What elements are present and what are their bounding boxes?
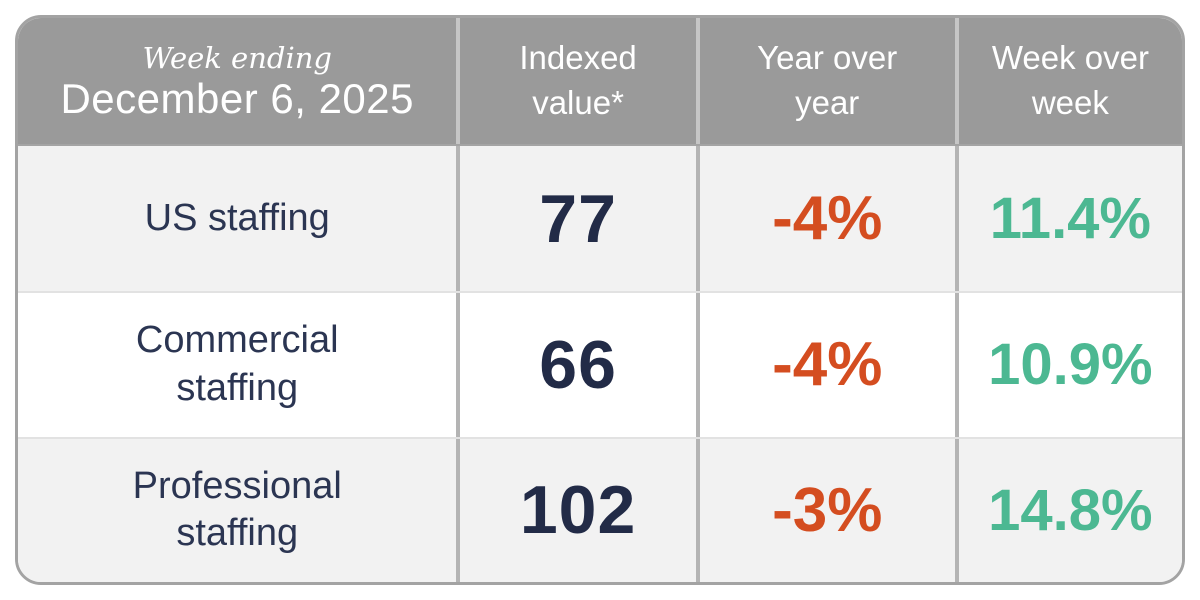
indexed-value: 77: [539, 180, 617, 257]
column-header-year-over-year: Year over year: [757, 39, 898, 121]
table-header-row: Week ending December 6, 2025 Indexed val…: [18, 18, 1182, 146]
header-cell-year-over-year: Year over year: [695, 18, 955, 144]
year-over-year-value: -3%: [772, 475, 883, 545]
year-over-year-cell: -4%: [695, 293, 955, 437]
week-over-week-value: 11.4%: [989, 186, 1152, 252]
indexed-value-cell: 77: [456, 146, 695, 292]
table-row: US staffing 77 -4% 11.4%: [18, 146, 1182, 292]
table-row: Commercial staffing 66 -4% 10.9%: [18, 291, 1182, 437]
indexed-value: 102: [519, 472, 637, 549]
week-ending-label: Week ending: [142, 40, 332, 75]
week-over-week-cell: 10.9%: [954, 293, 1182, 437]
row-label: Professional staffing: [132, 464, 342, 555]
week-over-week-cell: 14.8%: [954, 438, 1182, 582]
week-over-week-cell: 11.4%: [954, 146, 1182, 292]
year-over-year-value: -4%: [772, 330, 883, 400]
header-cell-week-ending: Week ending December 6, 2025: [18, 18, 456, 144]
indexed-value-cell: 66: [456, 293, 695, 437]
week-over-week-value: 10.9%: [988, 332, 1153, 398]
row-label-cell: US staffing: [18, 146, 456, 291]
week-over-week-value: 14.8%: [988, 477, 1153, 543]
row-label: Commercial staffing: [135, 319, 339, 409]
indexed-value: 66: [539, 326, 617, 403]
row-label: US staffing: [144, 196, 330, 239]
indexed-value-cell: 102: [456, 438, 695, 582]
row-label-cell: Professional staffing: [18, 439, 456, 582]
week-ending-date: December 6, 2025: [60, 75, 415, 123]
header-cell-indexed-value: Indexed value*: [456, 18, 695, 144]
row-label-cell: Commercial staffing: [18, 293, 456, 436]
table-row: Professional staffing 102 -3% 14.8%: [18, 436, 1182, 582]
staffing-index-table: Week ending December 6, 2025 Indexed val…: [15, 15, 1185, 585]
year-over-year-cell: -4%: [695, 146, 955, 292]
header-cell-week-over-week: Week over week: [954, 18, 1182, 144]
year-over-year-cell: -3%: [695, 438, 955, 582]
column-header-week-over-week: Week over week: [991, 39, 1149, 121]
year-over-year-value: -4%: [772, 184, 883, 254]
column-header-indexed-value: Indexed value*: [519, 39, 637, 121]
